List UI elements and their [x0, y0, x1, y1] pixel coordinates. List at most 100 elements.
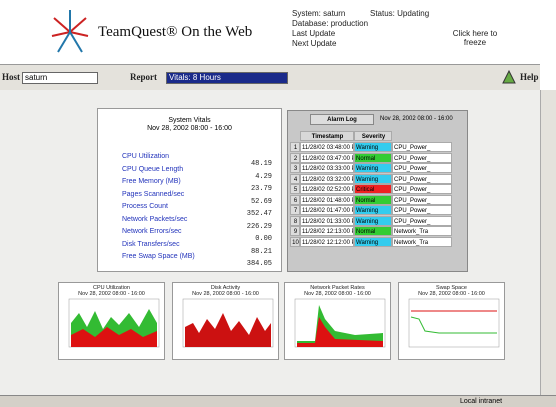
alarm-cell: 4	[290, 173, 300, 184]
graph-panel: CPU Utilization Nov 28, 2002 08:00 - 16:0…	[58, 282, 165, 360]
graph-title: Swap Space	[436, 285, 467, 291]
vital-label: Process Count 352.47	[122, 203, 272, 218]
status-bar: Local intranet	[0, 395, 556, 407]
alarm-cell: CPU_Power_	[392, 215, 452, 226]
vitals-title: System Vitals	[168, 117, 211, 124]
severity: Warning	[354, 142, 392, 152]
vital-value: 352.47	[246, 210, 272, 218]
vital-value: 384.05	[246, 260, 272, 268]
alarm-cell: 11/28/02 03:48:00 PM	[300, 142, 354, 152]
vital-value: 226.29	[246, 222, 272, 231]
alarm-cell: 5	[290, 184, 300, 194]
alarm-cell: CPU_Power_	[392, 142, 452, 152]
alarm-cell: 11/28/02 02:52:00 PM	[300, 184, 354, 194]
alarm-cell: 11/28/02 01:33:00 PM	[300, 215, 354, 226]
report-label: Report	[130, 72, 157, 82]
graph-period: Nov 28, 2002 08:00 - 16:00	[192, 291, 259, 297]
vital-label: Free Memory (MB) 23.79	[122, 178, 272, 193]
logo-text: TeamQuest® On the Web	[98, 24, 253, 40]
alarm-cell: CPU_Power_	[392, 205, 452, 215]
graph-panel: Network Packet Rates Nov 28, 2002 08:00 -…	[284, 282, 391, 360]
alarm-cell: Network_Tra	[392, 226, 452, 236]
alarm-cell: 11/28/02 01:47:00 PM	[300, 205, 354, 215]
severity: Warning	[354, 205, 392, 215]
help-icon[interactable]	[500, 68, 518, 86]
last-update: Last Update	[292, 29, 336, 38]
scrollbar[interactable]	[540, 90, 556, 395]
report-select[interactable]: Vitals: 8 Hours	[166, 72, 288, 84]
graph-plot	[68, 298, 160, 348]
host-label: Host	[2, 72, 20, 82]
severity: Warning	[354, 215, 392, 226]
alarm-cell: 6	[290, 194, 300, 205]
graph-title: Disk Activity	[210, 285, 241, 291]
graph-title: Network Packet Rates	[310, 285, 365, 291]
graph-plot	[408, 298, 500, 348]
vital-label: CPU Queue Length 4.29	[122, 165, 272, 181]
alarm-cell: 3	[290, 163, 300, 173]
alarm-period: Nov 28, 2002 08:00 - 16:00	[380, 116, 453, 122]
graph-period: Nov 28, 2002 08:00 - 16:00	[78, 291, 145, 297]
severity: Warning	[354, 163, 392, 173]
freeze-link[interactable]: Click here to freeze	[452, 29, 498, 47]
alarm-cell: 1	[290, 142, 300, 152]
alarm-log: Alarm Log Nov 28, 2002 08:00 - 16:00 Tim…	[287, 110, 468, 272]
vital-value: 0.00	[255, 235, 272, 243]
toolbar: Host saturn Report Vitals: 8 Hours Help	[0, 64, 540, 90]
alarm-cell: 11/28/02 03:33:00 PM	[300, 163, 354, 173]
header: TeamQuest® On the Web System: saturn Sta…	[0, 0, 540, 64]
graph-panel: Swap Space Nov 28, 2002 08:00 - 16:00	[398, 282, 505, 360]
alarm-cell: CPU_Power_	[392, 194, 452, 205]
alarm-cell: 2	[290, 152, 300, 163]
system-name: System: saturn	[292, 9, 346, 18]
severity: Warning	[354, 236, 392, 247]
vital-value: 88.21	[250, 247, 272, 256]
graph-plot	[182, 298, 274, 348]
status: Status: Updating	[370, 9, 430, 18]
severity: Normal	[354, 226, 392, 236]
alarm-cell: 11/28/02 01:48:00 PM	[300, 194, 354, 205]
severity: Normal	[354, 194, 392, 205]
vital-label: Network Errors/sec 0.00	[122, 228, 272, 243]
help-link[interactable]: Help	[520, 72, 539, 82]
zone: Local intranet	[460, 398, 503, 405]
vital-value: 48.19	[250, 160, 272, 168]
alarm-cell: 9	[290, 226, 300, 236]
alarm-cell: 10	[290, 236, 300, 247]
vital-label: Disk Transfers/sec 88.21	[122, 240, 272, 256]
alarm-title: Alarm Log	[310, 114, 374, 125]
alarm-cell: 11/28/02 12:12:00 PM	[300, 236, 354, 247]
graph-panel: Disk Activity Nov 28, 2002 08:00 - 16:00	[172, 282, 279, 360]
alarm-cell: 11/28/02 03:47:00 PM	[300, 152, 354, 163]
column-header: Severity	[354, 131, 392, 141]
alarm-cell: 8	[290, 215, 300, 226]
alarm-cell: CPU_Power_	[392, 173, 452, 184]
database: Database: production	[292, 19, 369, 28]
alarm-cell: CPU_Power_	[392, 152, 452, 163]
vital-label: Network Packets/sec 226.29	[122, 215, 272, 231]
vitals-period: Nov 28, 2002 08:00 - 16:00	[147, 125, 232, 132]
alarm-cell: CPU_Power_	[392, 163, 452, 173]
vital-value: 4.29	[255, 172, 272, 181]
column-header: Timestamp	[300, 131, 354, 141]
alarm-cell: Network_Tra	[392, 236, 452, 247]
logo-icon	[51, 10, 89, 53]
vital-value: 52.69	[250, 197, 272, 206]
graph-period: Nov 28, 2002 08:00 - 16:00	[304, 291, 371, 297]
vital-label: Free Swap Space (MB) 384.05	[122, 253, 272, 268]
severity: Normal	[354, 152, 392, 163]
alarm-cell: 11/28/02 03:32:00 PM	[300, 173, 354, 184]
graph-plot	[294, 298, 386, 348]
next-update: Next Update	[292, 39, 337, 48]
alarm-cell: CPU_Power_	[392, 184, 452, 194]
vital-value: 23.79	[250, 185, 272, 193]
vitals-panel: System Vitals Nov 28, 2002 08:00 - 16:00…	[97, 108, 282, 272]
alarm-cell: 11/28/02 12:13:00 PM	[300, 226, 354, 236]
graph-title: CPU Utilization	[93, 285, 130, 291]
alarm-cell: 7	[290, 205, 300, 215]
content: System Vitals Nov 28, 2002 08:00 - 16:00…	[0, 90, 540, 395]
host-select[interactable]: saturn	[22, 72, 98, 84]
vital-label: CPU Utilization 48.19	[122, 153, 272, 168]
severity: Critical	[354, 184, 392, 194]
